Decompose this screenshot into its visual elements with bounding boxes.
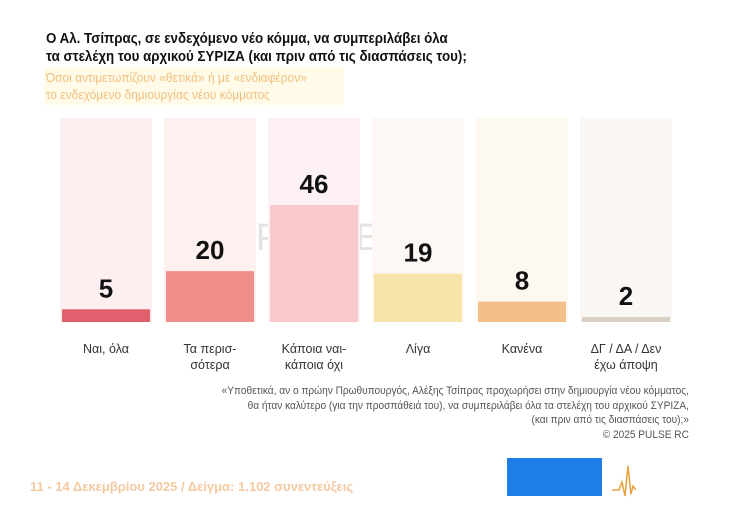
skai-logo <box>507 458 602 496</box>
category-label: Ναι, όλα <box>83 342 129 356</box>
chart-subtitle: Όσοι αντιμετωπίζουν «θετικά» ή με «ενδια… <box>44 67 344 105</box>
note-line: (και πριν από τις διασπάσεις του);» <box>531 414 689 426</box>
bar-panel <box>580 118 672 322</box>
bar-panel <box>476 118 568 322</box>
category-label: σότερα <box>190 358 229 372</box>
category-label: ΔΓ / ΔΑ / Δεν <box>591 342 662 356</box>
subtitle-line: Όσοι αντιμετωπίζουν «θετικά» ή με «ενδια… <box>45 70 307 85</box>
data-label: 2 <box>619 281 633 311</box>
data-label: 46 <box>300 169 329 199</box>
note-line: «Υποθετικά, αν ο πρώην Πρωθυπουργός, Αλέ… <box>221 385 689 397</box>
category-label: Λίγα <box>406 342 431 356</box>
note-line: θα ήταν καλύτερο (για την προσπάθειά του… <box>247 399 689 412</box>
question-note: «Υποθετικά, αν ο πρώην Πρωθυπουργός, Αλέ… <box>222 384 689 442</box>
bar <box>62 309 150 322</box>
category-label: Κάποια ναι- <box>282 342 347 356</box>
copyright: © 2025 PULSE RC <box>602 428 689 441</box>
bar <box>582 316 670 322</box>
pulse-logo <box>612 456 722 500</box>
bar <box>270 205 358 322</box>
bar-panel <box>60 118 152 322</box>
data-label: 20 <box>196 235 225 265</box>
data-label: 19 <box>404 238 433 268</box>
category-label: κάποια όχι <box>285 358 343 372</box>
subtitle-line: το ενδεχόμενο δημιουργίας νέου κόμματος <box>45 87 270 102</box>
bar <box>374 273 462 322</box>
bar <box>478 301 566 322</box>
data-label: 5 <box>99 273 113 303</box>
data-label: 8 <box>515 266 529 296</box>
bar <box>166 271 254 322</box>
footer-survey-info: 11 - 14 Δεκεμβρίου 2025 / Δείγμα: 1.102 … <box>30 479 354 494</box>
chart-title: Ο Αλ. Τσίπρας, σε ενδεχόμενο νέο κόμμα, … <box>46 30 467 66</box>
category-label: Κανένα <box>502 342 543 356</box>
title-line: Ο Αλ. Τσίπρας, σε ενδεχόμενο νέο κόμμα, … <box>46 31 448 47</box>
category-label: Τα περισ- <box>184 342 237 356</box>
title-line: τα στελέχη του αρχικού ΣΥΡΙΖΑ (και πριν … <box>46 49 467 65</box>
category-label: έχω άποψη <box>594 358 658 372</box>
pulse-wave-icon <box>612 465 636 497</box>
